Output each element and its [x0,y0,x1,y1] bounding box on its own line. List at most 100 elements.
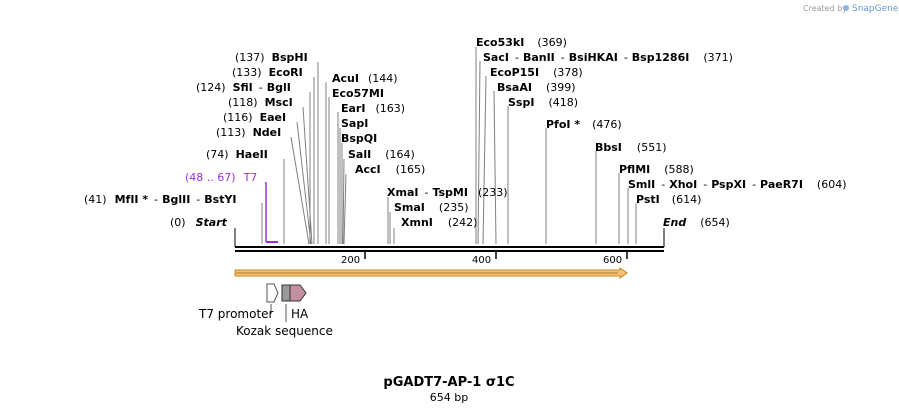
enzyme-name: Eco57MI [332,87,384,100]
enzyme-name: SapI [341,117,368,130]
site-position: (124) [196,81,226,94]
site-label[interactable]: (137) BspHI [235,51,308,64]
end-position: (654) [700,216,730,229]
site-position: (369) [537,36,567,49]
site-position: (242) [448,216,478,229]
site-label[interactable]: Eco57MI [332,87,384,100]
enzyme-name: SalI [348,148,371,161]
site-label[interactable]: SalI (164) [348,148,415,161]
snapgene-logo-icon [843,5,849,11]
site-label[interactable]: SspI (418) [508,96,578,109]
site-label[interactable]: BspQI [341,132,377,145]
t7-primer-label[interactable]: (48 .. 67) T7 [185,171,257,184]
leader-line [477,60,481,245]
enzyme-name: BstYI [204,193,236,206]
site-position: (588) [664,163,694,176]
enzyme-name: MscI [265,96,293,109]
enzyme-name: PfoI * [546,118,580,131]
enzyme-name: SspI [508,96,534,109]
leader-line [343,173,347,245]
leader-line [482,75,487,245]
site-label[interactable]: EarI (163) [341,102,405,115]
enzyme-name: SacI [483,51,509,64]
site-label[interactable]: (124) SfiI - BglI [196,81,291,94]
enzyme-name: XmnI [401,216,433,229]
enzyme-name: MfII * [115,193,149,206]
site-position: (144) [368,72,398,85]
enzyme-name: BbsI [595,141,622,154]
site-label[interactable]: XmaI - TspMI (233) [387,186,508,199]
enzyme-name: PspXI [711,178,746,191]
enzyme-name: BanII [523,51,555,64]
enzyme-name: BglII [162,193,190,206]
site-label[interactable]: SmaI (235) [394,201,469,214]
leader-line [493,90,497,245]
site-label[interactable]: (116) EaeI [223,111,286,124]
ha-label: HA [291,307,309,321]
site-label[interactable]: XmnI (242) [401,216,477,229]
site-label[interactable]: PstI (614) [636,193,701,206]
enzyme-name: SmaI [394,201,425,214]
enzyme-name: PaeR7I [760,178,803,191]
start-name: Start [196,216,228,229]
enzyme-name: PflMI [619,163,650,176]
site-label[interactable]: AccI (165) [355,163,425,176]
enzyme-name: EcoRI [269,66,303,79]
site-position: (235) [439,201,469,214]
leader-line [290,136,310,245]
enzyme-name: Eco53kI [476,36,524,49]
sequence-length: 654 bp [430,391,468,404]
enzyme-name: BsiHKAI [569,51,618,64]
site-label[interactable]: EcoP15I (378) [490,66,583,79]
enzyme-name: SmlI [628,178,655,191]
leader-line [342,158,345,245]
site-position: (371) [703,51,733,64]
site-position: (113) [216,126,246,139]
t7-promoter-feature-icon[interactable] [266,283,279,303]
enzyme-name: XmaI [387,186,418,199]
site-position: (604) [817,178,847,191]
tick-label: 200 [341,255,360,266]
site-position: (133) [232,66,262,79]
site-label[interactable]: SmlI - XhoI - PspXI - PaeR7I (604) [628,178,847,191]
site-position: (41) [84,193,107,206]
site-position: (165) [396,163,426,176]
site-label[interactable]: BbsI (551) [595,141,667,154]
enzyme-name: AcuI [332,72,359,85]
site-label[interactable]: (41) MfII * - BglII - BstYI [84,193,237,206]
site-labels: (137) BspHI (133) EcoRI (124) SfiI - BglI (11… [84,36,847,229]
t7-promoter-label: T7 promoter [198,307,274,321]
start-position: (0) [170,216,186,229]
enzyme-name: BspHI [272,51,308,64]
enzyme-name: TspMI [432,186,468,199]
kozak-label: Kozak sequence [236,324,333,338]
site-label[interactable]: PflMI (588) [619,163,694,176]
site-position: (378) [553,66,583,79]
site-position: (137) [235,51,265,64]
site-position: (233) [478,186,508,199]
site-label[interactable]: SapI [341,117,368,130]
ha-feature-icon[interactable] [289,284,307,302]
kozak-feature[interactable] [281,284,291,302]
site-label[interactable]: BsaAI (399) [497,81,576,94]
site-position: (116) [223,111,253,124]
site-position: (476) [592,118,622,131]
primer-name: T7 [243,171,258,184]
enzyme-name: EaeI [260,111,287,124]
site-position: (399) [546,81,576,94]
site-label[interactable]: (133) EcoRI [232,66,303,79]
site-label[interactable]: (118) MscI [228,96,293,109]
tick-label: 400 [472,255,491,266]
site-position: (614) [672,193,702,206]
site-label[interactable]: Eco53kI (369) [476,36,567,49]
enzyme-name: PstI [636,193,660,206]
end-label: End (654) [663,216,730,229]
site-label[interactable]: PfoI * (476) [546,118,622,131]
site-label[interactable]: (113) NdeI [216,126,281,139]
site-label[interactable]: SacI - BanII - BsiHKAI - Bsp1286I (371) [483,51,733,64]
site-label[interactable]: (74) HaeII [206,148,268,161]
site-position: (163) [375,102,405,115]
end-name: End [663,216,686,229]
site-label[interactable]: AcuI (144) [332,72,398,85]
